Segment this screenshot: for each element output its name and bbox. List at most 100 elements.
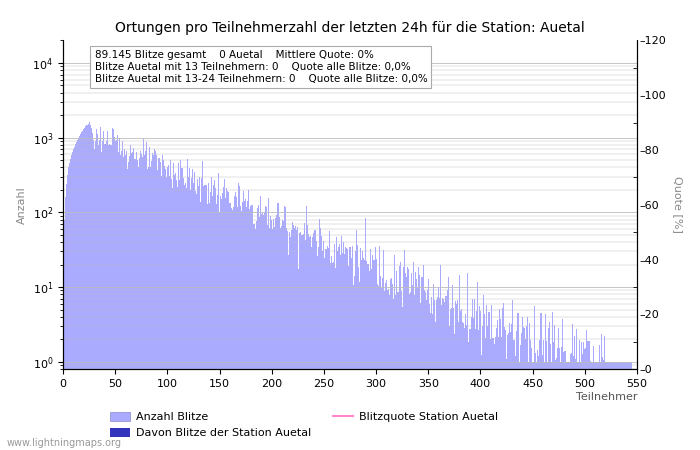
Bar [107,131,108,450]
Bar [319,219,321,450]
Bar [386,280,387,450]
Bar [351,246,353,450]
Bar [564,351,566,450]
Bar [162,160,164,450]
Bar [88,124,89,450]
Bar [599,345,600,450]
Bar [389,295,390,450]
Bar [192,170,193,450]
Bar [218,173,219,450]
Bar [179,180,181,450]
Bar [138,167,139,450]
Bar [487,326,489,450]
Bar [525,339,526,450]
Bar [246,207,247,450]
Bar [522,317,523,450]
Bar [598,362,599,450]
Bar [311,247,312,450]
Bar [158,158,160,450]
Bar [463,323,464,450]
Bar [264,212,265,450]
Bar [139,158,140,450]
Bar [529,323,530,450]
Bar [432,315,433,450]
Bar [414,295,415,450]
Bar [452,285,453,450]
Bar [405,273,406,450]
Bar [483,295,484,450]
Bar [532,362,533,450]
Bar [221,199,222,450]
Bar [573,356,574,450]
Bar [171,179,172,450]
Bar [170,160,171,450]
Bar [132,152,134,450]
Bar [265,206,266,450]
Bar [379,276,381,450]
Bar [240,206,241,450]
Bar [412,285,413,450]
Bar [304,240,306,450]
Bar [223,187,224,450]
Bar [241,212,242,450]
Bar [73,149,74,450]
Bar [293,225,294,450]
Legend: Anzahl Blitze, Davon Blitze der Station Auetal, Blitzquote Station Auetal: Anzahl Blitze, Davon Blitze der Station … [106,407,503,443]
Bar [259,217,260,450]
Bar [396,271,398,450]
Bar [332,262,334,450]
Bar [186,188,187,450]
Bar [606,362,608,450]
Bar [258,205,259,450]
Bar [209,192,211,450]
Bar [313,233,314,450]
Bar [341,235,342,450]
Bar [338,247,339,450]
Bar [143,140,144,450]
Bar [593,346,594,450]
Bar [417,287,419,450]
Bar [466,324,468,450]
Bar [560,362,561,450]
Bar [123,158,124,450]
Bar [178,163,179,450]
Bar [362,251,363,450]
Bar [125,155,126,450]
Bar [363,258,364,450]
Bar [521,333,522,450]
Bar [134,159,136,450]
Bar [549,322,550,450]
Bar [75,144,76,450]
Bar [410,292,411,450]
Bar [99,140,100,450]
Bar [251,205,253,450]
Bar [506,360,507,450]
Bar [119,138,120,450]
Bar [322,251,323,450]
Bar [202,161,204,450]
Bar [262,212,263,450]
Bar [388,289,389,450]
Bar [215,188,216,450]
Bar [365,219,366,450]
Bar [458,322,459,450]
Bar [594,362,595,450]
Bar [426,300,427,450]
Bar [456,304,457,450]
Bar [167,166,168,450]
Bar [122,141,123,450]
Bar [462,321,463,450]
Bar [542,355,543,450]
Bar [111,128,113,450]
Bar [550,344,551,450]
Bar [90,126,91,450]
Bar [576,329,577,450]
Bar [295,226,296,450]
Bar [603,360,604,450]
Bar [306,206,307,450]
Bar [277,203,279,450]
Bar [101,152,102,450]
Bar [562,320,564,450]
Bar [579,340,580,450]
Bar [392,284,393,450]
